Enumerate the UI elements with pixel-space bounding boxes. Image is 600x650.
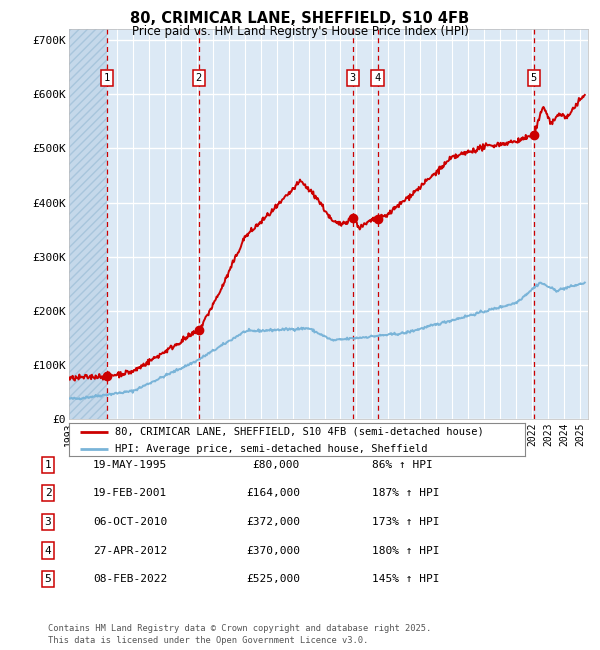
Text: £164,000: £164,000 [246,488,300,499]
Text: 4: 4 [374,73,380,83]
Text: 5: 5 [530,73,537,83]
Text: 27-APR-2012: 27-APR-2012 [93,545,167,556]
Text: HPI: Average price, semi-detached house, Sheffield: HPI: Average price, semi-detached house,… [115,444,427,454]
Text: £80,000: £80,000 [253,460,300,470]
Text: 187% ↑ HPI: 187% ↑ HPI [372,488,439,499]
Text: Price paid vs. HM Land Registry's House Price Index (HPI): Price paid vs. HM Land Registry's House … [131,25,469,38]
Text: 1: 1 [44,460,52,470]
Text: 80, CRIMICAR LANE, SHEFFIELD, S10 4FB (semi-detached house): 80, CRIMICAR LANE, SHEFFIELD, S10 4FB (s… [115,426,484,437]
Text: 08-FEB-2022: 08-FEB-2022 [93,574,167,584]
Text: 145% ↑ HPI: 145% ↑ HPI [372,574,439,584]
Text: 3: 3 [44,517,52,527]
Text: 4: 4 [44,545,52,556]
Text: £372,000: £372,000 [246,517,300,527]
Text: 5: 5 [44,574,52,584]
Text: 2: 2 [44,488,52,499]
Text: 3: 3 [349,73,356,83]
Text: 1: 1 [104,73,110,83]
Text: 2: 2 [196,73,202,83]
Bar [69,29,107,419]
Text: 173% ↑ HPI: 173% ↑ HPI [372,517,439,527]
Text: 80, CRIMICAR LANE, SHEFFIELD, S10 4FB: 80, CRIMICAR LANE, SHEFFIELD, S10 4FB [130,11,470,26]
Text: 19-MAY-1995: 19-MAY-1995 [93,460,167,470]
Text: 06-OCT-2010: 06-OCT-2010 [93,517,167,527]
Text: Contains HM Land Registry data © Crown copyright and database right 2025.
This d: Contains HM Land Registry data © Crown c… [48,624,431,645]
Text: 86% ↑ HPI: 86% ↑ HPI [372,460,433,470]
Text: £525,000: £525,000 [246,574,300,584]
Text: 180% ↑ HPI: 180% ↑ HPI [372,545,439,556]
Text: 19-FEB-2001: 19-FEB-2001 [93,488,167,499]
Text: £370,000: £370,000 [246,545,300,556]
